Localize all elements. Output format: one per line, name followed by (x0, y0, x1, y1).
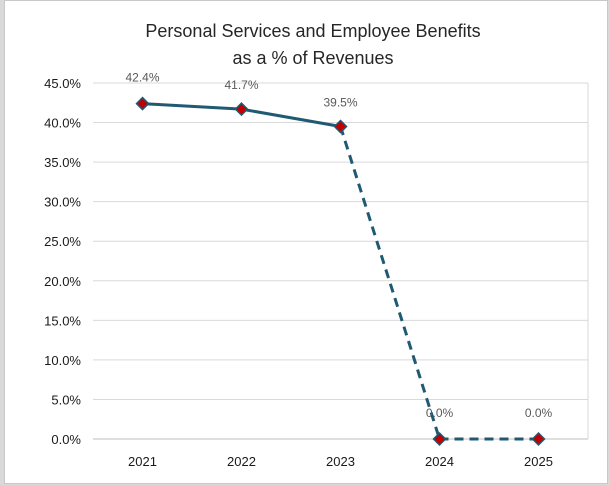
series-markers (135, 96, 546, 447)
chart-title-line-2: as a % of Revenues (232, 48, 393, 68)
y-tick-label: 0.0% (51, 432, 81, 447)
x-tick-label: 2022 (227, 454, 256, 469)
series-line-segment (339, 126, 441, 440)
x-tick-label: 2021 (128, 454, 157, 469)
data-label: 0.0% (426, 406, 454, 420)
y-tick-label: 30.0% (44, 195, 81, 210)
x-tick-label: 2024 (425, 454, 454, 469)
data-point-marker (333, 119, 348, 134)
y-tick-label: 20.0% (44, 274, 81, 289)
gridlines (93, 82, 589, 440)
y-tick-label: 10.0% (44, 353, 81, 368)
chart-area: Personal Services and Employee Benefits … (4, 0, 608, 484)
data-point-marker (135, 96, 150, 111)
y-tick-label: 40.0% (44, 116, 81, 131)
series-line (142, 102, 539, 441)
y-tick-label: 35.0% (44, 155, 81, 170)
data-labels: 42.4% 41.7% 39.5% 0.0% 0.0% (125, 71, 552, 420)
data-label: 0.0% (525, 406, 553, 420)
data-label: 41.7% (224, 78, 258, 92)
data-point-marker (531, 431, 546, 447)
chart-title-line-1: Personal Services and Employee Benefits (145, 21, 480, 41)
x-tick-label: 2023 (326, 454, 355, 469)
line-chart: Personal Services and Employee Benefits … (44, 21, 589, 469)
y-tick-label: 25.0% (44, 234, 81, 249)
series-line-segment (241, 107, 341, 128)
y-tick-label: 5.0% (51, 392, 81, 407)
data-point-marker (234, 102, 249, 117)
y-axis-tick-labels: 0.0% 5.0% 10.0% 15.0% 20.0% 25.0% 30.0% 35.0% 40… (44, 76, 81, 447)
y-tick-label: 45.0% (44, 76, 81, 91)
series-line-segment (142, 102, 242, 111)
data-label: 42.4% (125, 71, 159, 85)
data-point-marker (432, 431, 447, 447)
x-axis-tick-labels: 2021 2022 2023 2024 2025 (128, 454, 553, 469)
data-label: 39.5% (323, 96, 357, 110)
y-tick-label: 15.0% (44, 313, 81, 328)
x-tick-label: 2025 (524, 454, 553, 469)
